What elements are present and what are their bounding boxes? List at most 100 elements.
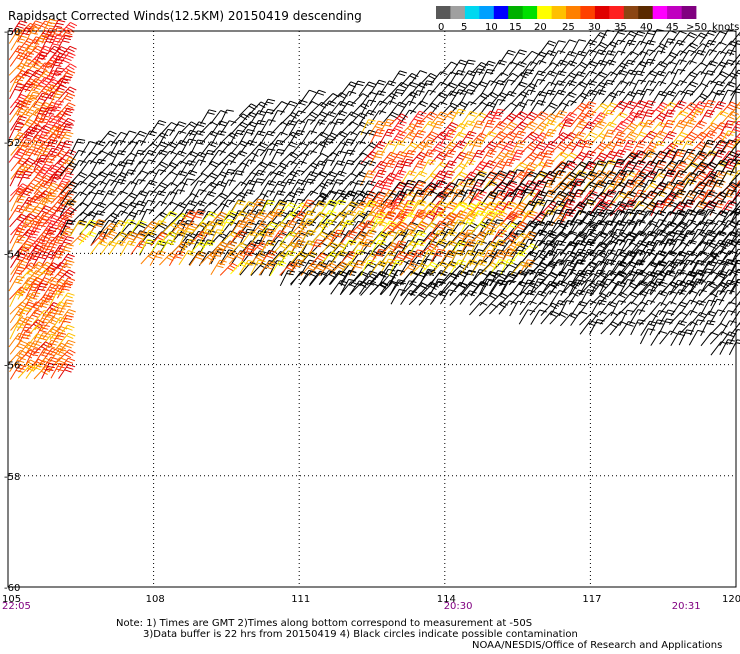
wind-barb	[370, 221, 387, 234]
wind-barb	[391, 71, 407, 85]
wind-barb	[610, 292, 628, 305]
wind-barb	[460, 291, 477, 305]
wind-barb	[680, 61, 697, 75]
wind-barb	[580, 321, 597, 335]
wind-barb	[619, 322, 635, 336]
wind-barb	[99, 152, 117, 165]
wind-barb	[560, 142, 577, 155]
wind-barb	[100, 203, 118, 215]
legend-swatch	[638, 6, 653, 19]
latitude-label: -60	[4, 583, 20, 594]
wind-barb	[220, 142, 238, 155]
wind-barb	[729, 121, 740, 136]
wind-barb	[261, 149, 276, 164]
note-line-1: Note: 1) Times are GMT 2)Times along bot…	[116, 618, 532, 629]
wind-barb	[211, 131, 226, 146]
wind-barb	[160, 172, 178, 185]
wind-barb	[100, 191, 116, 206]
wind-barb	[660, 331, 677, 344]
note-line-2: 3)Data buffer is 22 hrs from 20150419 4)…	[143, 629, 578, 640]
wind-barb	[300, 203, 318, 216]
wind-barb	[671, 60, 687, 75]
latitude-label: -50	[4, 27, 20, 38]
wind-barb	[650, 291, 667, 305]
wind-barb	[280, 192, 297, 205]
wind-barbs	[9, 19, 740, 379]
wind-barb	[631, 61, 648, 75]
wind-barb	[121, 141, 138, 154]
wind-barb	[690, 50, 706, 64]
wind-barb	[58, 64, 76, 76]
wind-barb	[520, 301, 537, 315]
legend-swatch	[436, 6, 451, 19]
legend-swatch	[595, 6, 610, 19]
wind-barb	[510, 82, 527, 96]
wind-barb	[450, 293, 468, 306]
wind-barb	[10, 267, 25, 282]
wind-barb	[111, 132, 128, 146]
wind-barb	[530, 302, 548, 315]
wind-barb	[70, 234, 88, 246]
latitude-label: -52	[4, 138, 20, 149]
wind-barb	[9, 149, 26, 163]
longitude-label: 120	[722, 594, 740, 605]
wind-barb	[111, 173, 128, 186]
legend-swatch	[682, 6, 697, 19]
wind-barb	[33, 93, 49, 107]
time-label: 20:31	[672, 601, 701, 612]
wind-barb	[229, 192, 247, 204]
wind-barb	[141, 191, 157, 206]
latitude-label: -56	[4, 361, 20, 372]
wind-barb	[79, 160, 96, 174]
wind-barb	[569, 82, 587, 95]
wind-barb	[270, 149, 285, 164]
wind-barb	[490, 302, 508, 314]
legend-swatch	[450, 6, 465, 19]
wind-barb	[649, 113, 667, 125]
legend-swatch	[609, 6, 624, 19]
wind-barb	[640, 81, 656, 96]
wind-barb	[391, 289, 406, 304]
wind-barb	[520, 122, 538, 135]
wind-barb	[631, 51, 649, 64]
wind-barb	[711, 111, 729, 124]
wind-barb	[270, 233, 288, 246]
wind-barb	[200, 253, 218, 265]
latitude-label: -58	[4, 472, 20, 483]
latitude-label: -54	[4, 249, 20, 260]
wind-barb	[461, 60, 476, 75]
wind-barb	[679, 33, 697, 46]
wind-barb	[331, 281, 348, 295]
wind-barb	[58, 70, 75, 84]
wind-barb	[550, 312, 568, 325]
wind-barb	[520, 132, 538, 144]
wind-barb	[569, 72, 585, 86]
wind-barb	[601, 322, 619, 334]
wind-barb	[10, 292, 25, 307]
wind-barb	[701, 40, 716, 55]
wind-barb	[479, 304, 497, 316]
wind-barb	[261, 172, 278, 186]
wind-barb	[400, 110, 416, 124]
legend-swatch	[552, 6, 567, 19]
wind-barb	[380, 81, 396, 95]
legend-swatch	[537, 6, 552, 19]
wind-barb	[469, 302, 487, 315]
wind-barb	[100, 172, 117, 186]
wind-barb	[201, 110, 217, 125]
time-label: 22:05	[2, 601, 31, 612]
time-label: 20:30	[444, 601, 473, 612]
wind-barb	[150, 121, 166, 135]
legend-swatch	[624, 6, 639, 19]
wind-barb	[480, 253, 498, 265]
note-line-3: NOAA/NESDIS/Office of Research and Appli…	[472, 640, 722, 650]
wind-barb	[10, 84, 25, 99]
wind-barb	[340, 282, 358, 295]
legend-swatch	[653, 6, 668, 19]
longitude-label: 111	[291, 594, 310, 605]
wind-barb	[730, 330, 740, 345]
